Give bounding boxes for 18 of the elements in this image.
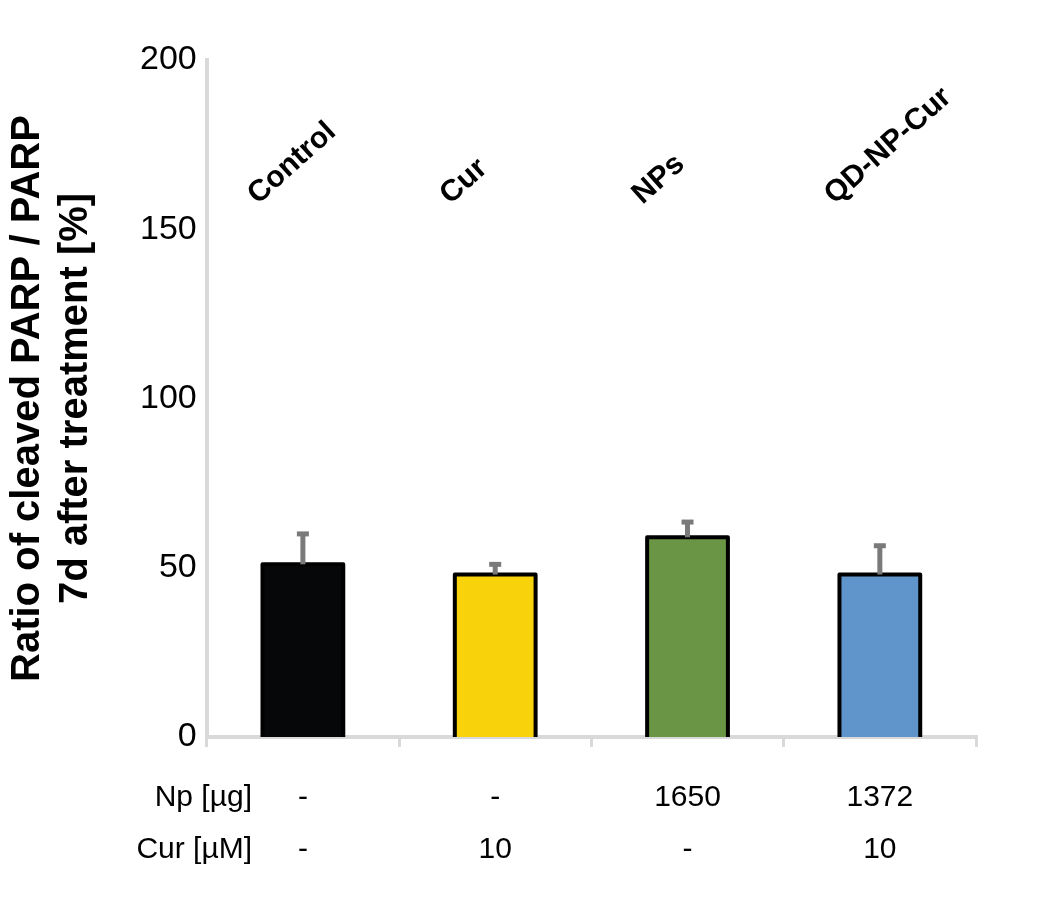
x-tick-label: Cur xyxy=(432,150,493,210)
text: - xyxy=(297,779,308,813)
y-tick-label: 100 xyxy=(139,376,197,415)
text: 10 xyxy=(478,831,512,865)
y-tick-label: 0 xyxy=(177,715,197,754)
x-tick-label: NPs xyxy=(624,145,690,210)
text: 1650 xyxy=(654,779,721,813)
text: Cur [µM] xyxy=(136,831,252,865)
text: 10 xyxy=(863,831,897,865)
y-tick-label: 150 xyxy=(139,207,197,246)
text: - xyxy=(297,831,308,865)
y-tick-label: 200 xyxy=(139,38,197,77)
text: 1372 xyxy=(846,779,914,813)
y-axis-title: Ratio of cleaved PARP / PARP 7d after treatment [%] xyxy=(3,115,96,682)
text: Np [µg] xyxy=(154,779,252,813)
text: - xyxy=(490,779,501,813)
y-tick-label: 50 xyxy=(158,546,197,585)
text: - xyxy=(682,831,693,865)
